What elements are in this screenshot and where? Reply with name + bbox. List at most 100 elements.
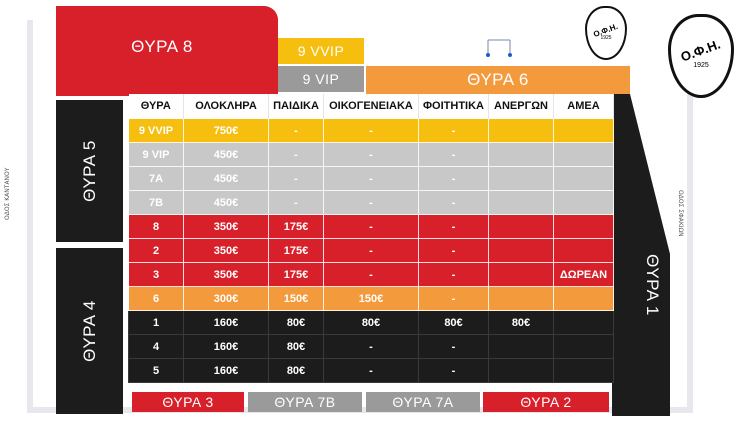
- cell-children: -: [268, 190, 324, 215]
- cell-family: -: [323, 334, 419, 359]
- gate-1-label-wrap: ΘΥΡΑ 1: [612, 240, 670, 330]
- gate-7b-label: ΘΥΡΑ 7Β: [274, 394, 336, 410]
- table-row: 4 160€ 80€ - -: [128, 334, 614, 359]
- gate-6-block[interactable]: ΘΥΡΑ 6: [366, 66, 630, 94]
- cell-unemployed: [488, 334, 554, 359]
- cell-full: 300€: [183, 286, 269, 311]
- cell-disabled: [553, 118, 614, 143]
- cell-unemployed: [488, 166, 554, 191]
- gate-9-vip-block[interactable]: 9 VIP: [278, 66, 364, 92]
- cell-full: 450€: [183, 166, 269, 191]
- cell-student: -: [418, 142, 489, 167]
- cell-family: -: [323, 214, 419, 239]
- cell-student: -: [418, 214, 489, 239]
- cell-unemployed: [488, 286, 554, 311]
- gate-8-label: ΘΥΡΑ 8: [131, 37, 193, 56]
- price-table: ΘΥΡΑ ΟΛΟΚΛΗΡΑ ΠΑΙΔΙΚΑ ΟΙΚΟΓΕΝΕΙΑΚΑ ΦΟΙΤΗ…: [128, 94, 614, 383]
- cell-gate: 9 VVIP: [128, 118, 184, 143]
- table-row: 1 160€ 80€ 80€ 80€ 80€: [128, 310, 614, 335]
- gate-7a-label: ΘΥΡΑ 7Α: [392, 394, 454, 410]
- table-row: 2 350€ 175€ - -: [128, 238, 614, 263]
- gate-6-label: ΘΥΡΑ 6: [467, 70, 529, 89]
- price-table-header-row: ΘΥΡΑ ΟΛΟΚΛΗΡΑ ΠΑΙΔΙΚΑ ΟΙΚΟΓΕΝΕΙΑΚΑ ΦΟΙΤΗ…: [128, 94, 614, 119]
- cell-children: -: [268, 166, 324, 191]
- gate-2-label: ΘΥΡΑ 2: [520, 394, 572, 410]
- header-disabled: ΑΜΕΑ: [553, 94, 614, 119]
- cell-full: 160€: [183, 310, 269, 335]
- cell-children: 80€: [268, 358, 324, 383]
- gate-4-block[interactable]: ΘΥΡΑ 4: [56, 248, 123, 414]
- cell-family: -: [323, 166, 419, 191]
- cell-unemployed: [488, 262, 554, 287]
- gate-5-label: ΘΥΡΑ 5: [79, 140, 99, 202]
- cell-disabled: [553, 166, 614, 191]
- cell-student: -: [418, 286, 489, 311]
- cell-full: 350€: [183, 238, 269, 263]
- cell-family: 150€: [323, 286, 419, 311]
- cell-full: 160€: [183, 358, 269, 383]
- cell-disabled: [553, 334, 614, 359]
- cell-gate: 5: [128, 358, 184, 383]
- header-student: ΦΟΙΤΗΤΙΚΑ: [418, 94, 489, 119]
- cell-disabled: [553, 214, 614, 239]
- header-family: ΟΙΚΟΓΕΝΕΙΑΚΑ: [323, 94, 419, 119]
- table-row: 8 350€ 175€ - -: [128, 214, 614, 239]
- gate-7b-block[interactable]: ΘΥΡΑ 7Β: [248, 392, 362, 412]
- cell-children: 150€: [268, 286, 324, 311]
- cell-gate: 3: [128, 262, 184, 287]
- cell-disabled: [553, 190, 614, 215]
- header-gate: ΘΥΡΑ: [128, 94, 184, 119]
- cell-gate: 9 VIP: [128, 142, 184, 167]
- cell-children: -: [268, 118, 324, 143]
- cell-unemployed: 80€: [488, 310, 554, 335]
- cell-gate: 7Β: [128, 190, 184, 215]
- cell-unemployed: [488, 142, 554, 167]
- table-row: 7Β 450€ - - -: [128, 190, 614, 215]
- cell-gate: 6: [128, 286, 184, 311]
- cell-children: 80€: [268, 334, 324, 359]
- cell-gate: 7Α: [128, 166, 184, 191]
- header-full: ΟΛΟΚΛΗΡΑ: [183, 94, 269, 119]
- table-row: 9 VVIP 750€ - - -: [128, 118, 614, 143]
- cell-unemployed: [488, 190, 554, 215]
- gate-9-vip-label: 9 VIP: [302, 71, 340, 87]
- gate-5-block[interactable]: ΘΥΡΑ 5: [56, 100, 123, 242]
- gate-2-block[interactable]: ΘΥΡΑ 2: [483, 392, 609, 412]
- table-row: 9 VIP 450€ - - -: [128, 142, 614, 167]
- gate-8-block[interactable]: ΘΥΡΑ 8: [56, 6, 278, 96]
- gate-4-label: ΘΥΡΑ 4: [79, 300, 99, 362]
- cell-children: 175€: [268, 214, 324, 239]
- cell-family: -: [323, 358, 419, 383]
- cell-unemployed: [488, 118, 554, 143]
- cell-student: -: [418, 166, 489, 191]
- cell-full: 350€: [183, 262, 269, 287]
- cell-disabled: [553, 310, 614, 335]
- gate-1-block[interactable]: [612, 94, 670, 416]
- cell-disabled: [553, 238, 614, 263]
- table-row: 5 160€ 80€ - -: [128, 358, 614, 383]
- gate-9-vvip-block[interactable]: 9 VVIP: [278, 38, 364, 64]
- cell-full: 750€: [183, 118, 269, 143]
- cell-children: 80€: [268, 310, 324, 335]
- cell-student: -: [418, 262, 489, 287]
- cell-unemployed: [488, 238, 554, 263]
- cell-full: 450€: [183, 190, 269, 215]
- cell-family: -: [323, 142, 419, 167]
- header-children: ΠΑΙΔΙΚΑ: [268, 94, 324, 119]
- cell-student: -: [418, 190, 489, 215]
- cell-gate: 2: [128, 238, 184, 263]
- cell-student: -: [418, 238, 489, 263]
- cell-unemployed: [488, 358, 554, 383]
- cell-children: 175€: [268, 262, 324, 287]
- cell-disabled: [553, 142, 614, 167]
- cell-student: -: [418, 334, 489, 359]
- street-label-left: ΟΔΟΣ ΚΑΝΤΑΝΟΥ: [4, 167, 11, 220]
- cell-family: -: [323, 262, 419, 287]
- ofi-logo-small: Ο.Φ.Η. 1925: [585, 6, 627, 60]
- gate-7a-block[interactable]: ΘΥΡΑ 7Α: [366, 392, 480, 412]
- gate-3-block[interactable]: ΘΥΡΑ 3: [132, 392, 244, 412]
- cell-student: -: [418, 358, 489, 383]
- cell-student: 80€: [418, 310, 489, 335]
- ofi-logo-large: Ο.Φ.Η. 1925: [668, 14, 734, 98]
- table-row: 7Α 450€ - - -: [128, 166, 614, 191]
